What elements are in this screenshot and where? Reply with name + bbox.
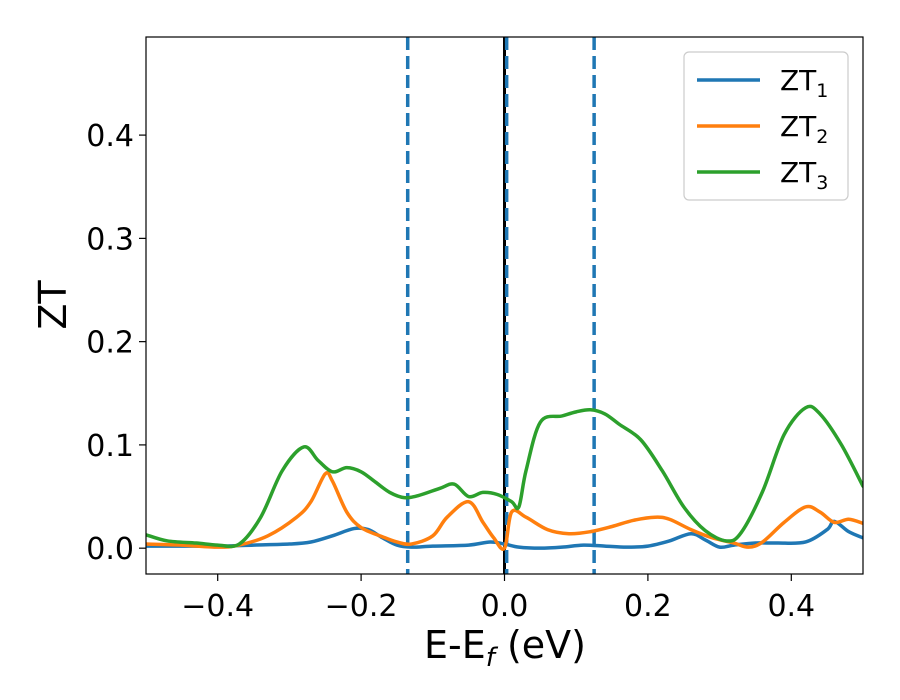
vertical-lines [405,37,596,574]
y-tick-label: 0.4 [86,119,134,154]
x-tick-label: 0.0 [481,589,529,624]
legend-label-zt3: ZT3 [780,156,828,194]
series-line-zt2 [146,470,863,551]
legend: ZT1 ZT2 ZT3 [683,51,849,201]
legend-box [683,51,849,201]
y-axis-ticks: 0.0 0.1 0.2 0.3 0.4 [86,119,146,567]
x-axis-ticks: −0.4 −0.2 0.0 0.2 0.4 [181,574,815,624]
x-axis-label-unit: (eV) [495,623,586,667]
y-tick-label: 0.1 [86,429,134,464]
y-tick-label: 0.2 [86,326,134,361]
series-line-zt3 [146,404,863,549]
legend-label-zt1: ZT1 [780,64,828,102]
x-tick-label: −0.2 [325,589,398,624]
x-tick-label: 0.4 [767,589,815,624]
x-axis-label: E-Ef (eV) [424,623,586,673]
legend-label-zt2: ZT2 [780,110,828,148]
y-tick-label: 0.3 [86,222,134,257]
x-tick-label: −0.4 [181,589,254,624]
y-axis-label: ZT [31,280,75,330]
series-lines [146,404,863,551]
x-tick-label: 0.2 [624,589,672,624]
y-tick-label: 0.0 [86,532,134,567]
